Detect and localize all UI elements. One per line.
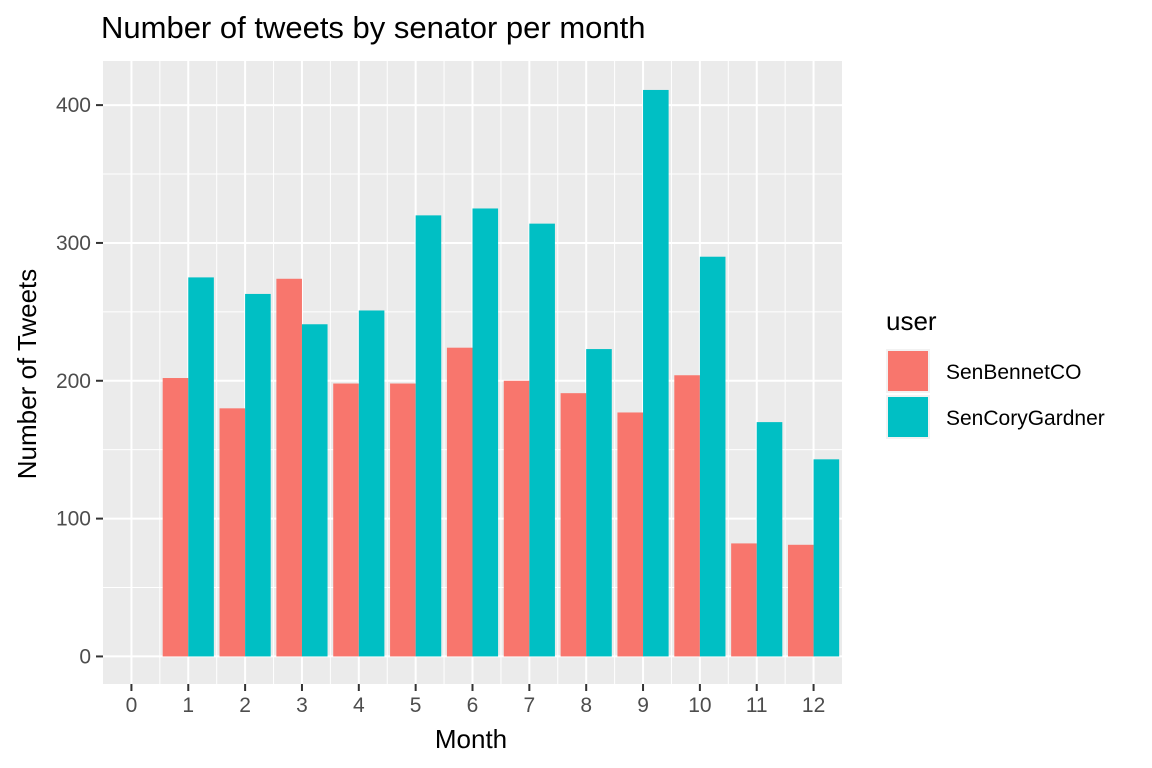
bar-SenBennetCO-9 [617,412,644,657]
x-tick-label: 8 [580,694,592,717]
x-tick-label: 0 [126,694,138,717]
x-tick-label: 7 [524,694,536,717]
bar-SenCoryGardner-8 [586,349,612,657]
bar-SenBennetCO-7 [503,380,530,657]
legend-label-SenBennetCO: SenBennetCO [946,361,1081,384]
bar-SenBennetCO-5 [390,383,416,657]
bar-SenCoryGardner-9 [643,89,669,657]
x-tick-label: 2 [239,694,251,717]
bar-SenBennetCO-3 [276,278,302,657]
legend-swatch-SenBennetCO [888,351,928,391]
x-axis-title: Month [435,724,507,754]
bar-SenCoryGardner-6 [472,208,499,657]
x-tick-label: 6 [467,694,479,717]
bar-SenCoryGardner-11 [756,422,783,657]
x-tick-label: 3 [296,694,308,717]
bar-SenCoryGardner-2 [245,293,271,657]
bar-SenBennetCO-8 [560,393,587,657]
bar-SenBennetCO-10 [674,375,700,657]
y-tick-label: 400 [56,94,91,117]
bar-SenBennetCO-12 [787,544,814,657]
x-tick-label: 9 [637,694,649,717]
x-tick-label: 1 [182,694,194,717]
bar-SenBennetCO-2 [219,408,246,657]
x-tick-label: 11 [746,694,768,717]
bar-SenCoryGardner-4 [358,310,385,657]
x-tick-label: 5 [410,694,422,717]
y-tick-label: 0 [79,645,91,668]
x-tick-label: 4 [353,694,365,717]
bar-SenCoryGardner-7 [529,223,555,657]
bar-SenBennetCO-6 [446,347,473,657]
bar-SenCoryGardner-5 [415,215,442,657]
y-axis-title: Number of Tweets [12,269,42,480]
bar-SenBennetCO-4 [333,383,359,657]
y-axis: 0 100 200 300 400 [56,94,103,668]
legend-swatch-SenCoryGardner [888,397,928,437]
bar-SenBennetCO-1 [162,378,189,657]
bar-SenCoryGardner-12 [813,459,840,657]
legend-title: user [886,306,937,336]
bar-SenCoryGardner-3 [301,324,328,657]
y-tick-label: 100 [56,508,91,531]
bars-group [162,89,840,657]
y-tick-label: 300 [56,232,91,255]
bar-SenBennetCO-11 [731,543,757,657]
x-tick-label: 10 [688,694,711,717]
bar-SenCoryGardner-1 [188,277,214,657]
chart-title: Number of tweets by senator per month [101,10,645,45]
x-tick-label: 12 [802,694,825,717]
bar-SenCoryGardner-10 [699,256,726,657]
x-axis: 0 1 2 3 4 5 6 7 8 9 10 11 12 [126,684,825,717]
legend: user SenBennetCO SenCoryGardner [886,306,1105,439]
y-tick-label: 200 [56,370,91,393]
legend-label-SenCoryGardner: SenCoryGardner [946,407,1105,430]
